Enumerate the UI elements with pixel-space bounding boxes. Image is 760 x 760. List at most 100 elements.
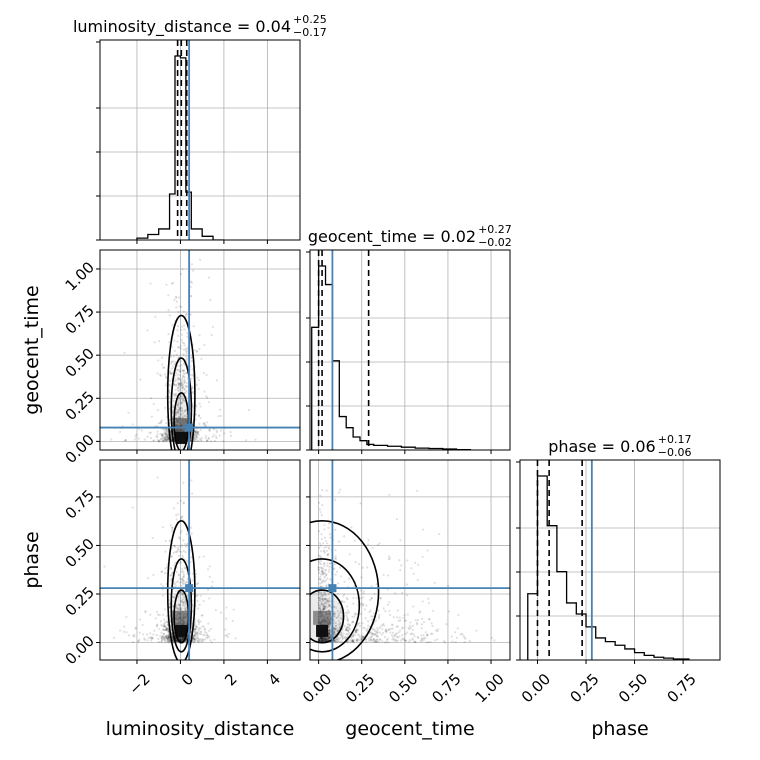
scatter-point [173,384,176,387]
scatter-point [183,344,186,347]
scatter-point [203,423,206,426]
scatter-point [192,440,195,443]
scatter-point [177,310,180,314]
scatter-point [320,602,323,605]
scatter-point [185,391,188,394]
scatter-point [359,612,362,615]
scatter-point [161,435,164,438]
scatter-point [193,349,196,352]
x-tick-label: 0.50 [385,670,421,706]
scatter-point [318,639,321,642]
scatter-point [319,578,322,581]
scatter-point [367,639,371,642]
scatter-point [328,631,331,634]
scatter-point [399,539,402,542]
scatter-point [196,632,199,635]
scatter-point [184,608,187,611]
scatter-point [182,372,185,375]
scatter-point [464,637,467,640]
scatter-point [333,615,336,618]
scatter-point [208,635,211,638]
scatter-point [359,636,362,639]
scatter-point [429,640,432,644]
scatter-point [163,437,166,440]
scatter-point [329,633,332,636]
scatter-point [180,607,183,610]
scatter-point [197,629,200,632]
scatter-point [174,545,177,549]
scatter-point [199,405,202,408]
scatter-point [178,415,181,418]
scatter-point [186,331,189,335]
scatter-point [352,620,355,623]
scatter-point [346,605,349,608]
title-main: geocent_time = 0.02 [308,227,476,247]
scatter-point [333,639,336,642]
scatter-point [167,635,170,639]
scatter-point [175,353,179,357]
scatter-point [185,355,188,358]
scatter-point [182,501,185,504]
scatter-point [168,371,172,374]
scatter-point [166,434,170,437]
scatter-point [329,536,332,539]
scatter-point [379,638,382,641]
scatter-point [324,568,328,572]
scatter-point [181,382,184,385]
scatter-point [173,298,176,301]
scatter-point [123,439,126,442]
scatter-point [178,305,181,308]
x-tick-label: 0.75 [428,670,464,706]
scatter-point [337,637,340,641]
scatter-point [332,639,335,642]
scatter-point [337,619,340,622]
scatter-point [195,430,199,433]
scatter-point [151,636,154,640]
scatter-point [164,636,168,640]
scatter-point [326,599,329,602]
scatter-point [179,545,182,548]
scatter-point [157,422,160,425]
scatter-point [322,593,325,597]
scatter-point [198,627,201,630]
scatter-point [416,635,419,639]
scatter-point [344,611,348,614]
scatter-point [177,296,181,299]
scatter-point [202,422,205,425]
scatter-point [354,612,357,615]
scatter-point [178,636,181,640]
scatter-point [219,414,222,417]
scatter-point [164,430,167,433]
scatter-point [182,384,185,387]
scatter-point [170,362,173,365]
scatter-point [391,631,395,634]
scatter-point [361,566,365,569]
scatter-point [318,562,321,565]
scatter-point [200,439,203,442]
scatter-point [334,621,338,624]
scatter-point [335,638,339,641]
scatter-point [164,434,167,437]
scatter-point [468,640,471,643]
scatter-point [365,604,368,607]
scatter-point [162,623,166,626]
scatter-point [346,609,350,612]
scatter-point [182,502,185,505]
x-tick-label: 0.50 [615,670,651,706]
scatter-point [190,377,193,380]
scatter-point [397,631,400,634]
scatter-point [321,639,325,643]
scatter-point [319,563,323,566]
scatter-point [166,637,169,641]
scatter-point [122,625,126,628]
scatter-point [328,604,331,607]
scatter-point [192,636,195,639]
scatter-point [178,370,181,373]
scatter-point [179,638,182,641]
scatter-point [179,639,182,642]
scatter-point [152,633,155,636]
scatter-point [174,379,177,382]
scatter-point [181,639,184,642]
scatter-point [325,639,328,642]
scatter-point [323,536,326,539]
